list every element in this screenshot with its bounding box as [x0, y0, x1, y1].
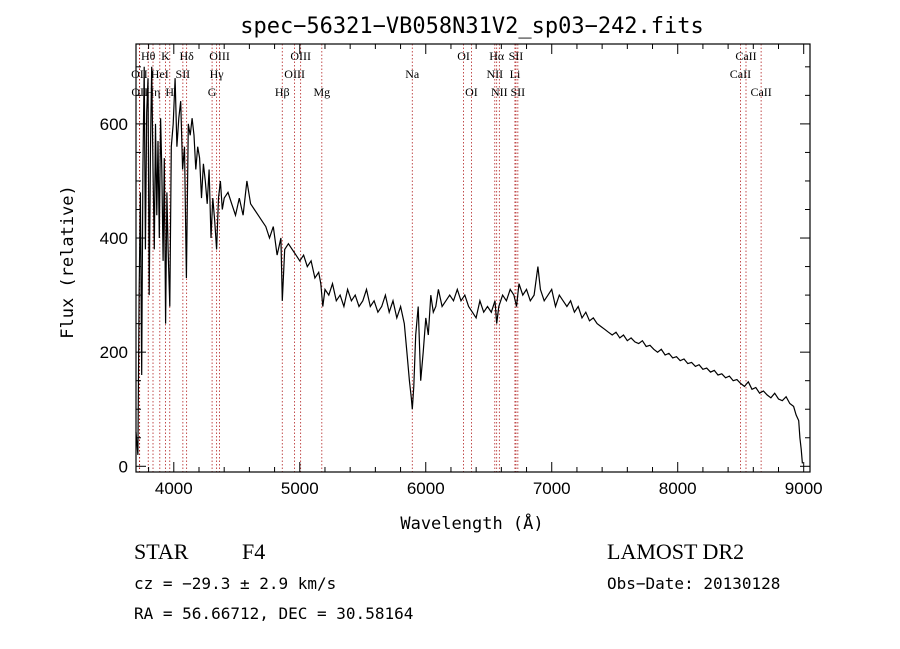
object-subclass: F4	[242, 539, 266, 564]
line-label-26: CaII	[730, 67, 751, 81]
line-label-19: Hα	[489, 49, 505, 63]
line-label-15: Mg	[313, 85, 330, 99]
line-label-18: OI	[465, 85, 478, 99]
object-class: STAR	[134, 539, 189, 564]
line-label-6: SII	[176, 67, 191, 81]
line-label-22: SII	[509, 49, 524, 63]
plot-frame	[135, 43, 811, 473]
y-axis-label: Flux (relative)	[58, 185, 78, 339]
line-label-27: CaII	[750, 85, 771, 99]
x-axis: 4000 5000 6000 7000 8000 9000	[148, 44, 823, 498]
line-label-21: NII	[491, 85, 508, 99]
y-tick-label: 0	[119, 457, 128, 476]
x-axis-label: Wavelength (Å)	[400, 512, 543, 534]
spectral-line-markers	[139, 44, 762, 472]
line-label-23: Li	[510, 67, 521, 81]
line-label-0: Hθ	[141, 49, 156, 63]
line-label-16: Na	[405, 67, 420, 81]
line-label-11: G	[208, 85, 217, 99]
line-label-17: OI	[457, 49, 470, 63]
survey-name: LAMOST DR2	[607, 539, 745, 564]
y-axis: 0 200 400 600	[100, 66, 810, 476]
redshift-cz: cz = −29.3 ± 2.9 km/s	[134, 574, 337, 593]
line-label-20: NII	[486, 67, 503, 81]
y-tick-label: 400	[100, 229, 128, 248]
x-tick-label: 6000	[407, 479, 445, 498]
x-tick-label: 5000	[281, 479, 319, 498]
line-label-1: OII	[131, 67, 148, 81]
line-label-5: K	[161, 49, 170, 63]
x-tick-label: 7000	[533, 479, 571, 498]
observation-date: Obs−Date: 20130128	[607, 574, 781, 593]
line-label-7: H	[165, 85, 174, 99]
spectrum-line	[135, 66, 803, 464]
line-label-24: SII	[511, 85, 526, 99]
line-label-13: OIII	[284, 67, 305, 81]
line-label-25: CaII	[735, 49, 756, 63]
y-tick-label: 200	[100, 343, 128, 362]
line-label-14: Hβ	[275, 85, 290, 99]
y-tick-label: 600	[100, 115, 128, 134]
x-tick-label: 4000	[155, 479, 193, 498]
line-label-10: Hγ	[210, 67, 225, 81]
ra-dec: RA = 56.66712, DEC = 30.58164	[134, 604, 414, 623]
line-label-12: OIII	[290, 49, 311, 63]
line-label-4: HeI	[151, 67, 169, 81]
line-label-8: Hδ	[179, 49, 194, 63]
x-tick-label: 8000	[659, 479, 697, 498]
line-label-9: OIII	[209, 49, 230, 63]
chart-title: spec−56321−VB058N31V2_sp03−242.fits	[240, 14, 704, 39]
x-tick-label: 9000	[785, 479, 823, 498]
line-label-3: Hη	[146, 85, 161, 99]
